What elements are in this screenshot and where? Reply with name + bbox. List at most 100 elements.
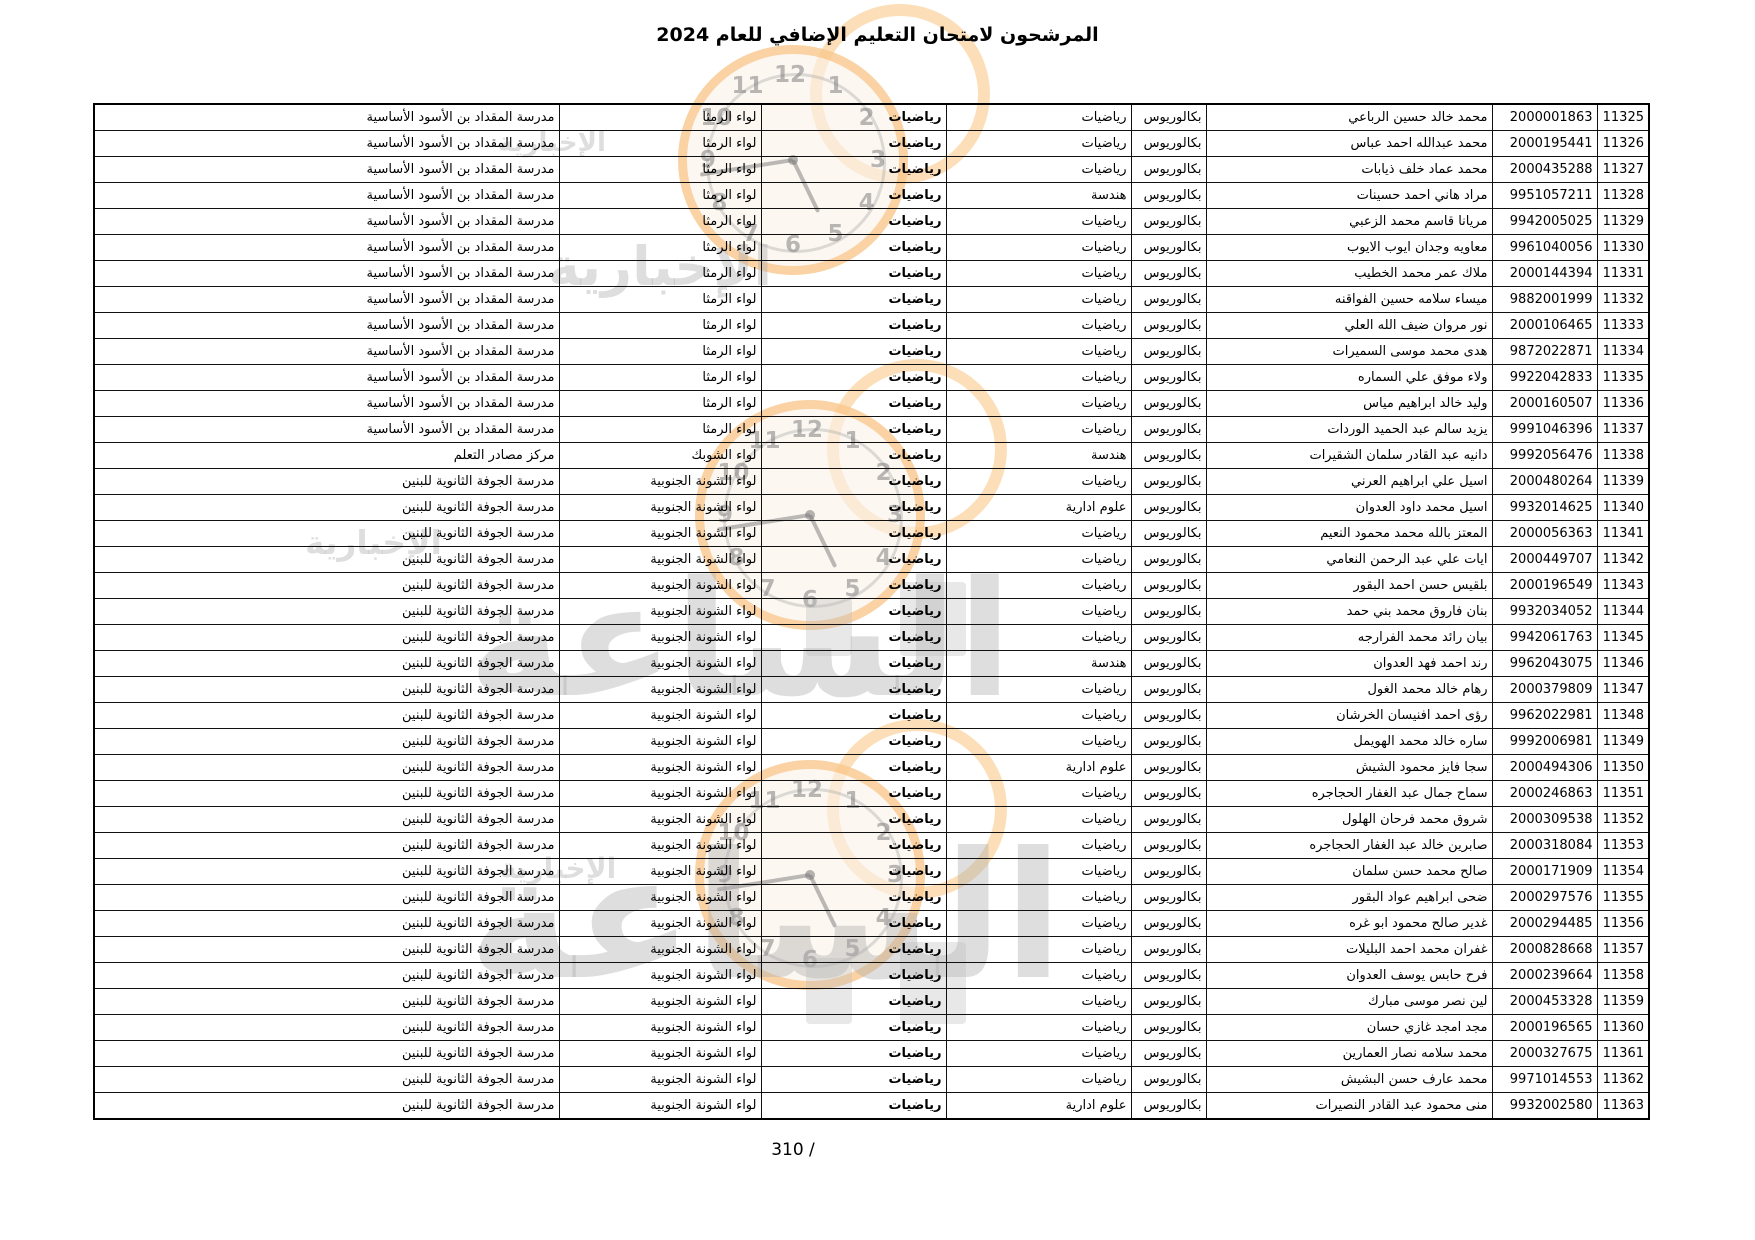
cell-name: معاويه وجدان ايوب الايوب [1205, 234, 1493, 261]
cell-directorate: لواء الشونة الجنوبية [558, 728, 762, 755]
table-row: 11347 2000379809 رهام خالد محمد الغول بكالو… [93, 676, 1650, 703]
table-row: 11356 2000294485 غدير صالح محمود ابو غره بك… [93, 910, 1650, 937]
cell-name: سجا فايز محمود الشيش [1205, 754, 1493, 781]
cell-serial: 11339 [1596, 468, 1650, 495]
cell-serial: 11327 [1596, 156, 1650, 183]
cell-directorate: لواء الرمثا [558, 390, 762, 417]
cell-specialization: رياضيات [945, 546, 1132, 573]
cell-subject: رياضيات [760, 260, 947, 287]
cell-degree: بكالوريوس [1130, 130, 1207, 157]
cell-directorate: لواء الرمثا [558, 130, 762, 157]
cell-directorate: لواء الشونة الجنوبية [558, 520, 762, 547]
cell-specialization: رياضيات [945, 884, 1132, 911]
cell-serial: 11354 [1596, 858, 1650, 885]
cell-subject: رياضيات [760, 442, 947, 469]
cell-serial: 11363 [1596, 1092, 1650, 1120]
cell-degree: بكالوريوس [1130, 286, 1207, 313]
cell-school: مدرسة المقداد بن الأسود الأساسية [93, 390, 560, 417]
table-row: 11343 2000196549 بلقيس حسن احمد البقور بكال… [93, 572, 1650, 599]
cell-specialization: رياضيات [945, 858, 1132, 885]
cell-directorate: لواء الرمثا [558, 208, 762, 235]
cell-specialization: هندسة [945, 182, 1132, 209]
table-row: 11331 2000144394 ملاك عمر محمد الخطيب بكالو… [93, 260, 1650, 287]
cell-specialization: رياضيات [945, 1040, 1132, 1067]
table-row: 11344 9932034052 بنان فاروق محمد بني حمد بك… [93, 598, 1650, 625]
cell-national-id: 2000294485 [1491, 910, 1598, 937]
cell-specialization: رياضيات [945, 208, 1132, 235]
cell-degree: بكالوريوس [1130, 702, 1207, 729]
cell-directorate: لواء الشونة الجنوبية [558, 962, 762, 989]
cell-subject: رياضيات [760, 546, 947, 573]
cell-subject: رياضيات [760, 468, 947, 495]
cell-national-id: 9971014553 [1491, 1066, 1598, 1093]
cell-name: شروق محمد فرحان الهلول [1205, 806, 1493, 833]
cell-serial: 11335 [1596, 364, 1650, 391]
cell-specialization: رياضيات [945, 312, 1132, 339]
cell-serial: 11356 [1596, 910, 1650, 937]
cell-serial: 11361 [1596, 1040, 1650, 1067]
cell-degree: بكالوريوس [1130, 156, 1207, 183]
cell-school: مدرسة الجوفة الثانوية للبنين [93, 936, 560, 963]
cell-directorate: لواء الشونة الجنوبية [558, 494, 762, 521]
cell-directorate: لواء الرمثا [558, 103, 762, 131]
cell-directorate: لواء الشونة الجنوبية [558, 988, 762, 1015]
cell-name: رؤى احمد افنيسان الخرشان [1205, 702, 1493, 729]
cell-national-id: 2000494306 [1491, 754, 1598, 781]
cell-directorate: لواء الشونة الجنوبية [558, 1092, 762, 1120]
cell-subject: رياضيات [760, 312, 947, 339]
table-row: 11327 2000435288 محمد عماد خلف ذيابات بكالو… [93, 156, 1650, 183]
cell-directorate: لواء الشونة الجنوبية [558, 702, 762, 729]
cell-school: مدرسة الجوفة الثانوية للبنين [93, 1092, 560, 1120]
cell-name: منى محمود عبد القادر النصيرات [1205, 1092, 1493, 1120]
cell-subject: رياضيات [760, 806, 947, 833]
cell-name: سماح جمال عبد الغفار الحجاجره [1205, 780, 1493, 807]
table-row: 11325 2000001863 محمد خالد حسين الرباعي بكا… [93, 103, 1650, 131]
clock-numeral: 1 [827, 73, 844, 100]
cell-serial: 11345 [1596, 624, 1650, 651]
cell-specialization: علوم ادارية [945, 1092, 1132, 1120]
cell-subject: رياضيات [760, 234, 947, 261]
cell-degree: بكالوريوس [1130, 1040, 1207, 1067]
cell-school: مدرسة الجوفة الثانوية للبنين [93, 676, 560, 703]
cell-directorate: لواء الشونة الجنوبية [558, 572, 762, 599]
cell-degree: بكالوريوس [1130, 312, 1207, 339]
cell-name: المعتز بالله محمد محمود النعيم [1205, 520, 1493, 547]
cell-directorate: لواء الرمثا [558, 260, 762, 287]
cell-school: مدرسة الجوفة الثانوية للبنين [93, 1066, 560, 1093]
cell-degree: بكالوريوس [1130, 650, 1207, 677]
cell-directorate: لواء الرمثا [558, 286, 762, 313]
cell-subject: رياضيات [760, 676, 947, 703]
table-row: 11330 9961040056 معاويه وجدان ايوب الايوب ب… [93, 234, 1650, 261]
cell-name: ميساء سلامه حسين الفواقنه [1205, 286, 1493, 313]
table-row: 11345 9942061763 بيان رائد محمد الفرارجه بك… [93, 624, 1650, 651]
cell-subject: رياضيات [760, 156, 947, 183]
cell-specialization: رياضيات [945, 832, 1132, 859]
cell-serial: 11358 [1596, 962, 1650, 989]
cell-degree: بكالوريوس [1130, 936, 1207, 963]
cell-degree: بكالوريوس [1130, 988, 1207, 1015]
cell-subject: رياضيات [760, 962, 947, 989]
cell-specialization: رياضيات [945, 728, 1132, 755]
cell-subject: رياضيات [760, 130, 947, 157]
cell-subject: رياضيات [760, 858, 947, 885]
cell-subject: رياضيات [760, 182, 947, 209]
cell-national-id: 2000196565 [1491, 1014, 1598, 1041]
cell-national-id: 9882001999 [1491, 286, 1598, 313]
cell-degree: بكالوريوس [1130, 962, 1207, 989]
cell-degree: بكالوريوس [1130, 338, 1207, 365]
clock-numeral: 12 [773, 62, 806, 88]
table-row: 11335 9922042833 ولاء موفق علي السماره بكال… [93, 364, 1650, 391]
cell-serial: 11329 [1596, 208, 1650, 235]
cell-school: مدرسة الجوفة الثانوية للبنين [93, 598, 560, 625]
cell-specialization: رياضيات [945, 624, 1132, 651]
cell-serial: 11355 [1596, 884, 1650, 911]
cell-school: مدرسة الجوفة الثانوية للبنين [93, 754, 560, 781]
cell-directorate: لواء الشوبك [558, 442, 762, 469]
cell-national-id: 2000056363 [1491, 520, 1598, 547]
table-row: 11346 9962043075 رند احمد فهد العدوان بكالو… [93, 650, 1650, 677]
cell-national-id: 9962022981 [1491, 702, 1598, 729]
cell-name: بنان فاروق محمد بني حمد [1205, 598, 1493, 625]
table-row: 11332 9882001999 ميساء سلامه حسين الفواقنه… [93, 286, 1650, 313]
cell-school: مدرسة الجوفة الثانوية للبنين [93, 910, 560, 937]
cell-subject: رياضيات [760, 103, 947, 131]
